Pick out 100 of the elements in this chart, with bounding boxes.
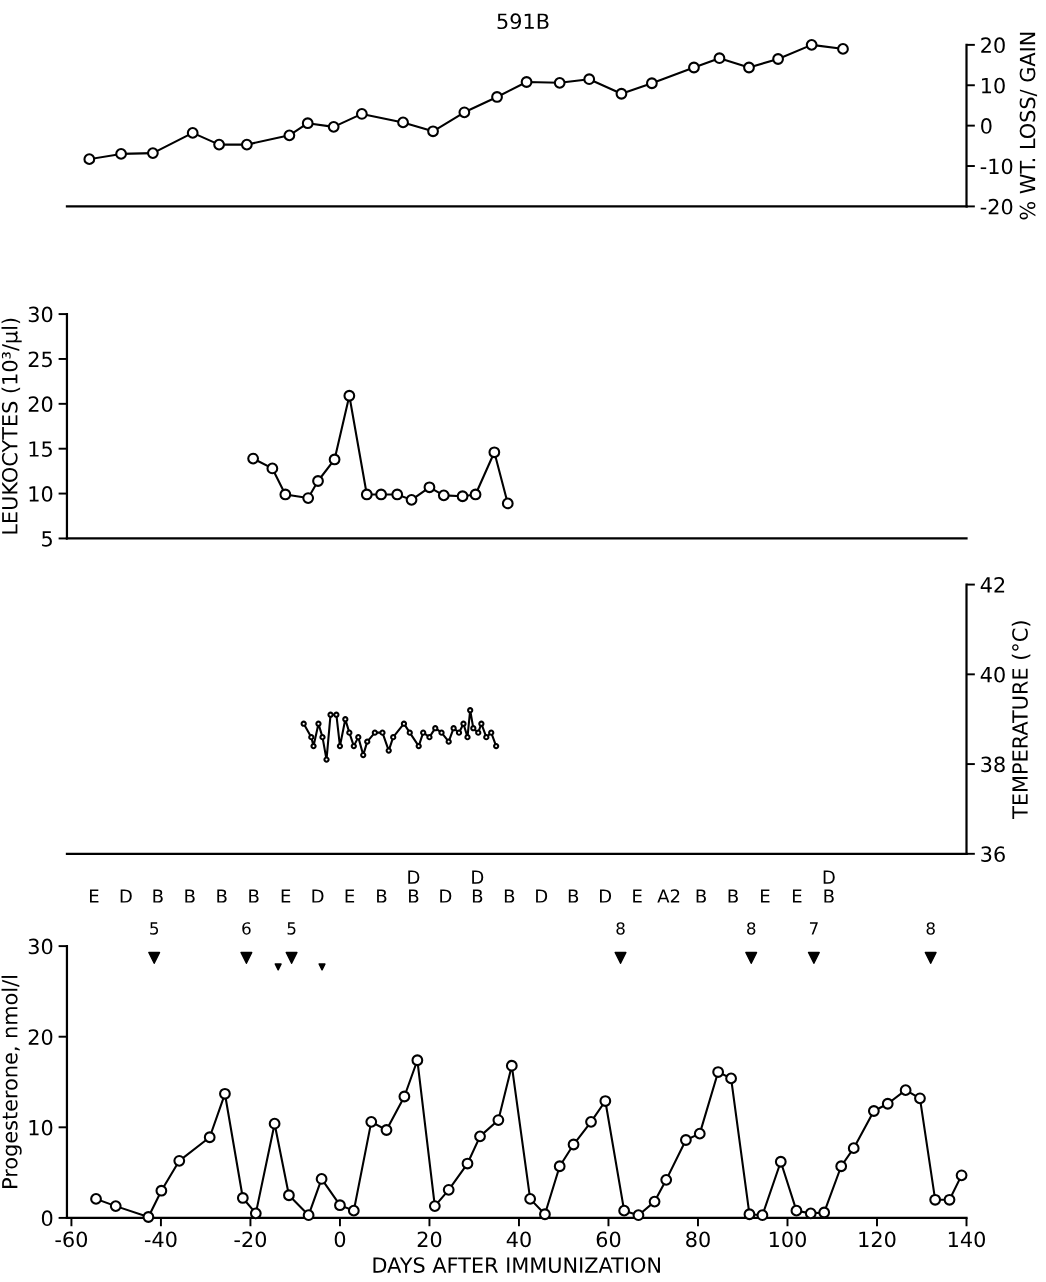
point (380, 1124, 393, 1136)
text: 7 (809, 922, 818, 935)
point (115, 148, 127, 160)
point (488, 729, 495, 736)
point (302, 492, 315, 504)
point (360, 751, 367, 759)
point (725, 1072, 737, 1085)
point (427, 125, 439, 138)
point (342, 716, 349, 723)
point (460, 720, 467, 727)
y2-axis-title: TEMPERATURE (°C) (1011, 621, 1031, 819)
text: B (185, 889, 195, 903)
point (712, 1066, 725, 1078)
y-tick-label: 20 (28, 396, 53, 413)
text: B (377, 889, 387, 903)
point (423, 481, 436, 494)
text: B (249, 889, 259, 903)
y-tick-label: 0 (41, 1210, 53, 1227)
y-tick-label: 5 (42, 531, 52, 547)
point (283, 1189, 295, 1202)
point (756, 1209, 769, 1222)
point (539, 1208, 551, 1221)
point (470, 725, 477, 732)
point (283, 129, 296, 142)
point (660, 1173, 673, 1186)
point (772, 53, 784, 65)
point (375, 488, 388, 501)
point (266, 462, 279, 475)
y-tick-label: 25 (28, 351, 52, 368)
y2-tick-label: 10 (981, 77, 1005, 94)
point (371, 729, 378, 736)
x-tick-label: 20 (417, 1231, 442, 1248)
point (173, 1154, 186, 1167)
point (148, 951, 161, 964)
point (274, 963, 282, 971)
point (774, 1155, 787, 1168)
chart-title: 591B (497, 13, 549, 30)
point (648, 1195, 661, 1208)
point (847, 1142, 860, 1155)
point (318, 963, 326, 971)
text: B (217, 889, 227, 903)
point (247, 452, 260, 465)
point (943, 1193, 956, 1206)
text: 8 (926, 922, 935, 935)
point (155, 1184, 168, 1197)
point (347, 1204, 360, 1217)
x-axis-title: DAYS AFTER IMMUNIZATION (373, 1257, 660, 1273)
point (426, 734, 433, 741)
x-tick-label: -60 (55, 1231, 88, 1248)
point (488, 446, 501, 459)
point (397, 116, 409, 129)
point (835, 1160, 848, 1173)
point (493, 743, 500, 750)
y-axis-title: Progesterone, nmol/l (1, 976, 22, 1188)
point (599, 1095, 612, 1107)
point (308, 734, 315, 741)
point (713, 52, 726, 65)
point (300, 720, 307, 727)
x-tick-label: -40 (144, 1231, 177, 1248)
point (469, 488, 482, 501)
point (415, 743, 422, 750)
point (323, 756, 330, 763)
point (405, 493, 418, 506)
text: E (345, 889, 355, 903)
point (790, 1204, 803, 1217)
point (618, 1204, 631, 1217)
y2-tick-label: -20 (980, 198, 1013, 215)
point (249, 1207, 262, 1220)
point (805, 38, 818, 51)
point (461, 1157, 474, 1170)
point (302, 1209, 315, 1222)
point (327, 711, 334, 718)
x-tick-label: 140 (948, 1231, 985, 1248)
point (379, 729, 386, 736)
point (203, 1131, 216, 1144)
point (837, 43, 849, 55)
point (807, 951, 820, 964)
x-tick-label: 60 (596, 1231, 621, 1248)
text: 8 (616, 922, 625, 935)
point (492, 1114, 505, 1126)
y-tick-label: 10 (29, 1119, 53, 1136)
point (346, 729, 353, 736)
point (456, 490, 469, 503)
point (411, 1054, 424, 1067)
point (929, 1193, 942, 1206)
point (632, 1209, 645, 1222)
point (583, 73, 596, 86)
text: B (568, 889, 579, 903)
point (437, 489, 450, 502)
point (406, 729, 413, 736)
point (501, 497, 514, 510)
text: E (281, 889, 291, 903)
point (385, 747, 392, 754)
point (90, 1192, 102, 1205)
y2-tick-label: 40 (980, 666, 1005, 683)
y-tick-label: 20 (28, 1029, 53, 1045)
point (524, 1192, 537, 1205)
point (585, 1115, 597, 1128)
point (355, 734, 362, 741)
text: D (440, 889, 452, 903)
